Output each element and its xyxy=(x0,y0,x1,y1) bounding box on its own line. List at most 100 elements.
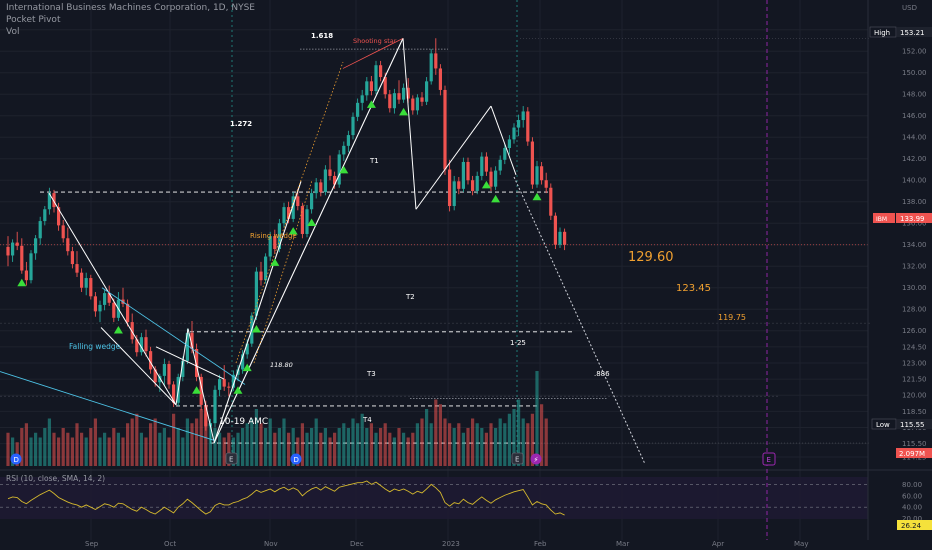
candle xyxy=(544,172,548,194)
pivot-marker xyxy=(192,386,202,394)
volume-bar xyxy=(167,437,171,466)
dividend-event-icon[interactable] xyxy=(10,453,22,465)
svg-text:153.21: 153.21 xyxy=(900,29,925,37)
future-earnings-icon[interactable] xyxy=(762,452,776,466)
candle-body xyxy=(264,256,268,281)
candle xyxy=(222,365,226,391)
candle xyxy=(213,385,217,428)
candle xyxy=(558,227,562,248)
candle xyxy=(461,157,465,193)
pattern-line xyxy=(402,38,417,210)
candle xyxy=(397,80,401,104)
candle xyxy=(512,123,516,144)
candle-body xyxy=(484,156,488,172)
pattern-lines xyxy=(0,37,646,465)
candle-body xyxy=(218,379,222,390)
candle xyxy=(471,175,475,196)
price-tick-label: 144.00 xyxy=(902,134,927,142)
candle xyxy=(323,165,327,196)
volume-bar xyxy=(277,428,281,466)
x-tick-label: Dec xyxy=(350,540,364,548)
rsi-value-badge: 26.24 xyxy=(897,520,932,530)
dividend-event-icon[interactable] xyxy=(290,453,302,465)
candle xyxy=(535,160,539,188)
candle-body xyxy=(540,166,544,181)
candle xyxy=(475,171,479,195)
volume-bar xyxy=(310,428,314,466)
volume-bar xyxy=(231,437,235,466)
candle-body xyxy=(15,242,19,246)
rsi-tick-label: 60.00 xyxy=(902,492,922,500)
value-11880-label: 118.80 xyxy=(270,361,293,369)
candle-body xyxy=(222,379,226,387)
volume-bar xyxy=(84,437,88,466)
volume-bar xyxy=(254,409,258,466)
candle-body xyxy=(448,169,452,207)
volume-bar xyxy=(190,423,194,466)
candle xyxy=(34,235,38,260)
earnings-event-icon[interactable] xyxy=(225,452,238,465)
candle-body xyxy=(507,139,511,148)
volume-bar xyxy=(415,423,419,466)
candle xyxy=(254,267,258,320)
candle xyxy=(360,89,364,111)
candle xyxy=(530,137,534,189)
pivot-marker xyxy=(532,192,542,201)
candle-body xyxy=(480,156,484,176)
volume-bar xyxy=(351,418,355,466)
candle xyxy=(429,49,433,85)
candle-body xyxy=(213,389,217,424)
svg-text:133.99: 133.99 xyxy=(900,215,925,223)
candle xyxy=(218,374,222,397)
candle xyxy=(103,289,107,311)
candle xyxy=(420,92,424,107)
candle-body xyxy=(98,304,102,312)
candle-body xyxy=(365,81,369,96)
candles[interactable] xyxy=(6,38,567,444)
t1-label: T1 xyxy=(369,157,379,165)
rsi-pane: 80.00 60.00 40.00 20.00 xyxy=(0,480,922,523)
earnings-event-icon[interactable] xyxy=(511,452,524,465)
volume-bar xyxy=(57,437,61,466)
candle-body xyxy=(167,364,171,385)
volume-bar xyxy=(241,428,245,466)
candle xyxy=(314,178,318,199)
falling-wedge-trend xyxy=(0,371,215,441)
falling-wedge-line xyxy=(48,192,177,406)
candle-body xyxy=(277,223,281,250)
candle xyxy=(11,239,15,262)
candle xyxy=(6,236,10,267)
candle xyxy=(498,155,502,175)
candle xyxy=(356,98,360,122)
candle-body xyxy=(360,95,364,103)
volume-bar xyxy=(6,432,10,466)
volume-bar xyxy=(287,432,291,466)
candle-body xyxy=(57,207,61,226)
candle xyxy=(443,85,447,175)
volume-bar xyxy=(388,432,392,466)
candle xyxy=(466,157,470,185)
candle-body xyxy=(323,169,327,193)
candle-body xyxy=(89,278,93,297)
falling-wedge-trend xyxy=(101,287,246,385)
candle-body xyxy=(6,246,10,256)
volume-bar xyxy=(181,437,185,466)
volume-bar xyxy=(305,432,309,466)
candle xyxy=(57,202,61,231)
event-markers[interactable]: D E D E ⚡ E xyxy=(10,452,776,466)
volume-bar xyxy=(452,428,456,466)
volume-bar xyxy=(38,437,42,466)
candle-body xyxy=(553,215,557,245)
candle-body xyxy=(517,120,521,128)
candle-body xyxy=(397,93,401,100)
candle xyxy=(149,346,153,374)
split-event-icon[interactable] xyxy=(530,453,542,465)
svg-text:2.097M: 2.097M xyxy=(899,450,925,458)
x-tick-label: Feb xyxy=(534,540,547,548)
candle xyxy=(158,373,162,392)
candle xyxy=(112,298,116,323)
high-badge: High 153.21 xyxy=(869,26,932,38)
price-tick-label: 118.50 xyxy=(902,408,927,416)
